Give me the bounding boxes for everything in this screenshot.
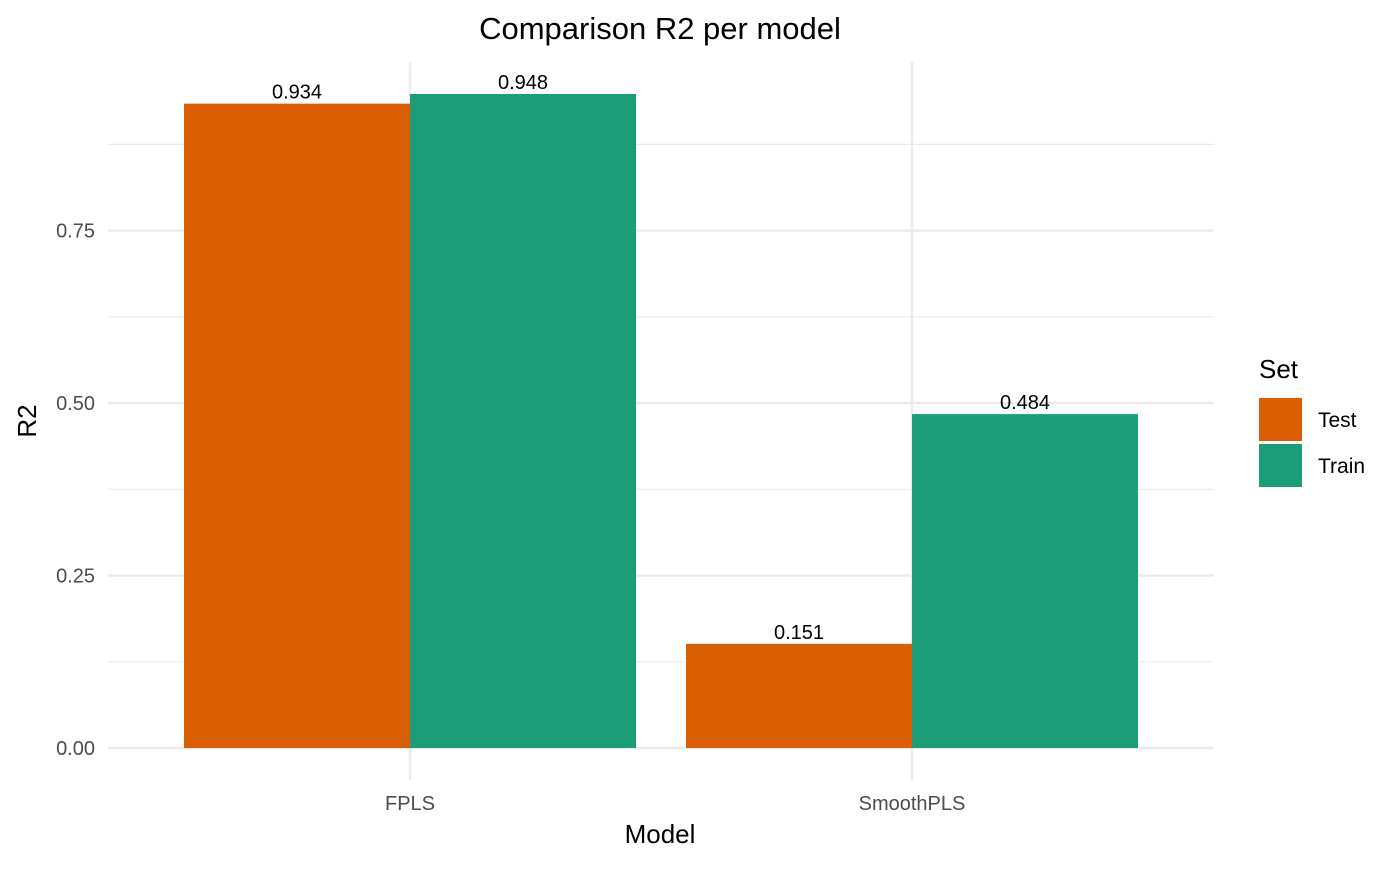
y-tick-label: 0.00 <box>56 738 95 760</box>
legend-key-test <box>1259 398 1302 441</box>
x-tick-label: SmoothPLS <box>859 793 966 815</box>
legend-label: Test <box>1318 409 1357 432</box>
y-tick-label: 0.50 <box>56 393 95 415</box>
legend-key-train <box>1259 444 1302 487</box>
data-label: 0.484 <box>1000 392 1050 414</box>
data-label: 0.151 <box>774 622 824 644</box>
x-tick-label: FPLS <box>385 793 435 815</box>
chart-title: Comparison R2 per model <box>479 11 841 46</box>
bar-test-smoothpls <box>686 643 912 748</box>
y-axis-title: R2 <box>12 404 42 437</box>
y-tick-label: 0.25 <box>56 566 95 588</box>
data-labels: 0.934 0.151 0.948 0.484 <box>272 72 1050 644</box>
legend-title: Set <box>1259 354 1299 384</box>
bar-train-fpls <box>410 94 636 748</box>
data-label: 0.934 <box>272 82 322 104</box>
bars <box>184 94 1138 749</box>
bar-train-smoothpls <box>912 414 1138 748</box>
legend: Set Test Train <box>1259 354 1365 487</box>
axes: Comparison R2 per model Model R2 0.00 0.2… <box>12 11 965 849</box>
legend-label: Train <box>1318 455 1365 478</box>
y-tick-label: 0.75 <box>56 221 95 243</box>
data-label: 0.948 <box>498 72 548 94</box>
x-axis-title: Model <box>625 819 696 849</box>
bar-test-fpls <box>184 103 410 749</box>
